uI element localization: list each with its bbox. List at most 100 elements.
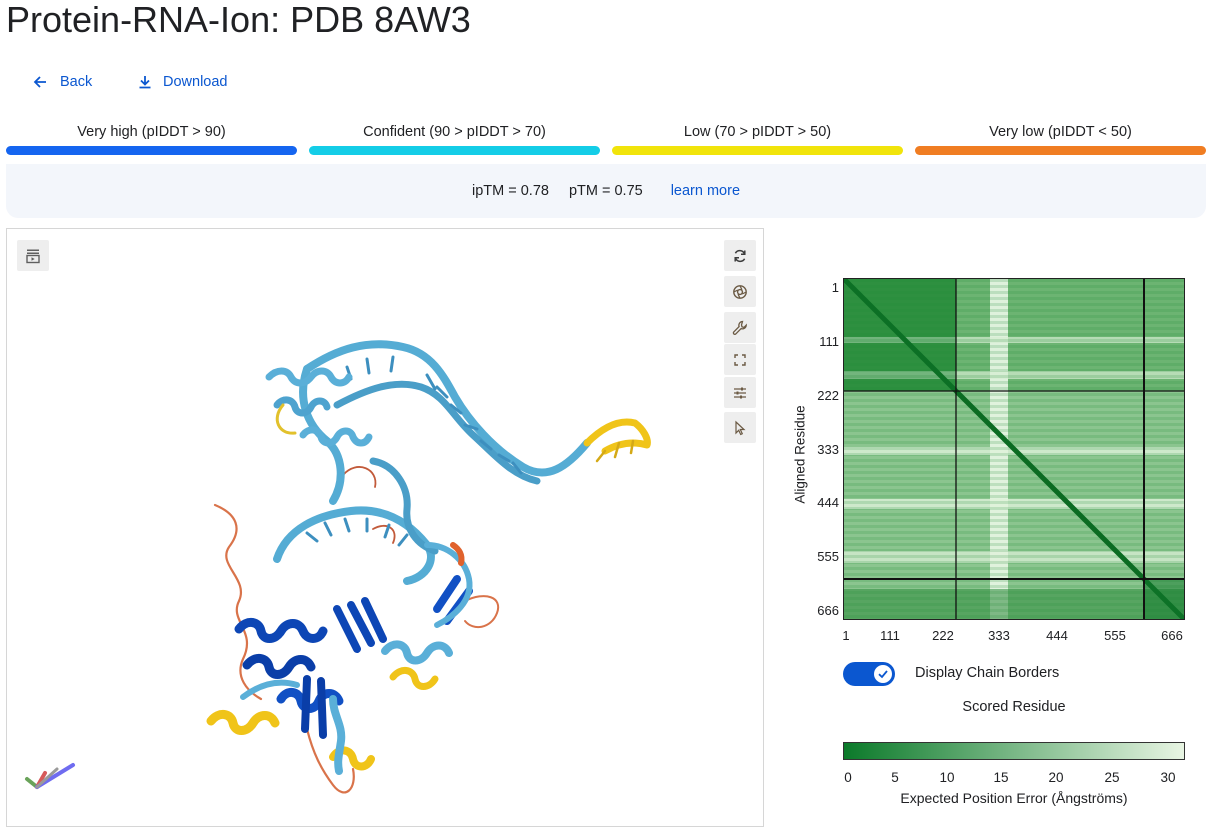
colorbar-tick: 10 [939, 770, 955, 785]
heatmap-diagonal [844, 279, 1184, 619]
pae-x-tick: 111 [880, 628, 900, 643]
chain-border [844, 279, 1184, 619]
legend-label: Very high (pIDDT > 90) [77, 124, 226, 140]
loop-segment [275, 403, 297, 435]
colorbar-tick: 5 [891, 770, 899, 785]
helix-segment [206, 710, 280, 735]
strand-segment [301, 675, 327, 739]
pae-y-tick: 444 [817, 495, 839, 510]
animation-button[interactable] [17, 240, 49, 271]
spin-icon [734, 249, 746, 262]
chain-borders-toggle[interactable] [843, 662, 895, 686]
rna-tail [583, 418, 651, 455]
settings-button[interactable] [724, 377, 756, 408]
legend-label: Confident (90 > pIDDT > 70) [363, 124, 546, 140]
fullscreen-button[interactable] [724, 344, 756, 375]
screenshot-button[interactable] [724, 276, 756, 307]
coil-segment [372, 524, 396, 544]
pae-x-tick: 666 [1161, 628, 1183, 643]
pae-x-tick: 222 [932, 628, 954, 643]
helix-segment [234, 618, 328, 643]
select-button[interactable] [724, 412, 756, 443]
ptm-value: pTM = 0.75 [568, 183, 643, 199]
rna-backbone [369, 457, 439, 555]
pae-x-tick: 1 [842, 628, 850, 643]
coil-segment [464, 595, 500, 629]
legend-very-low: Very low (pIDDT < 50) [915, 122, 1206, 155]
legend-bar [309, 146, 600, 155]
pae-y-tick: 1 [831, 280, 839, 295]
colorbar-tick: 15 [993, 770, 1009, 785]
toggle-knob [874, 665, 892, 683]
colorbar-tick: 0 [844, 770, 852, 785]
helix-segment [265, 367, 353, 387]
colorbar-label: Expected Position Error (Ångströms) [900, 790, 1128, 806]
legend-bar [612, 146, 903, 155]
coil-segment [305, 727, 355, 794]
structure-viewer[interactable] [6, 228, 764, 827]
iptm-value: ipTM = 0.78 [471, 183, 549, 199]
tools-button[interactable] [724, 312, 756, 343]
molecule-render [206, 340, 651, 794]
pae-y-tick: 666 [817, 603, 839, 618]
learn-more-link[interactable]: learn more [670, 183, 741, 199]
coil-segment [342, 466, 377, 488]
pae-y-tick: 333 [817, 442, 839, 457]
helix-segment [273, 396, 331, 417]
rna-backbone [273, 506, 435, 585]
back-button[interactable]: Back [32, 70, 92, 94]
rna-backbone [303, 340, 591, 477]
page-title: Protein-RNA-Ion: PDB 8AW3 [6, 0, 471, 40]
metrics-panel: ipTM = 0.78 pTM = 0.75 learn more [6, 164, 1206, 218]
helix-segment [381, 640, 453, 665]
legend-bar [915, 146, 1206, 155]
camera-aperture-icon [733, 284, 747, 299]
download-icon [139, 76, 151, 89]
loop-segment [240, 679, 300, 700]
rna-backbone [333, 380, 541, 485]
pae-colorbar [843, 742, 1185, 760]
pae-x-tick: 444 [1046, 628, 1068, 643]
axes-gizmo-icon [25, 763, 75, 789]
legend-very-high: Very high (pIDDT > 90) [6, 122, 297, 155]
chain-borders-label: Display Chain Borders [915, 665, 1060, 681]
pae-heatmap[interactable] [843, 278, 1185, 620]
legend-label: Low (70 > pIDDT > 50) [683, 124, 832, 140]
pae-x-tick: 555 [1104, 628, 1126, 643]
arrow-left-icon [33, 76, 46, 88]
strand-segment [333, 597, 387, 653]
pae-y-tick: 222 [817, 388, 839, 403]
download-button[interactable]: Download [137, 70, 228, 94]
helix-segment [242, 654, 316, 679]
legend-bar [6, 146, 297, 155]
colorbar-tick: 20 [1048, 770, 1064, 785]
legend-label: Very low (pIDDT < 50) [989, 124, 1132, 140]
legend-low: Low (70 > pIDDT > 50) [612, 122, 903, 155]
heatmap-block [1144, 579, 1184, 619]
sliders-icon [734, 387, 746, 398]
back-label: Back [60, 74, 93, 90]
animation-icon [26, 249, 40, 263]
download-label: Download [163, 74, 228, 90]
helix-segment [329, 695, 346, 775]
heatmap-block [844, 279, 956, 391]
chain-border [844, 279, 1184, 619]
loop-segment [424, 542, 473, 628]
helix-segment [299, 426, 373, 447]
wrench-icon [732, 320, 747, 335]
cursor-arrow-icon [735, 420, 746, 435]
helix-segment [389, 667, 439, 690]
pae-y-tick: 111 [819, 334, 839, 349]
pae-y-tick: 555 [817, 549, 839, 564]
check-icon [878, 670, 888, 679]
colorbar-tick: 30 [1160, 770, 1176, 785]
spin-button[interactable] [724, 240, 756, 271]
fullscreen-icon [734, 353, 746, 366]
rna-bases [305, 355, 523, 547]
colorbar-tick: 25 [1104, 770, 1120, 785]
pae-x-axis-label: Scored Residue [962, 699, 1066, 715]
legend-confident: Confident (90 > pIDDT > 70) [309, 122, 600, 155]
coil-segment [213, 503, 263, 701]
rna-tail-bases [595, 439, 635, 463]
pae-x-tick: 333 [988, 628, 1010, 643]
